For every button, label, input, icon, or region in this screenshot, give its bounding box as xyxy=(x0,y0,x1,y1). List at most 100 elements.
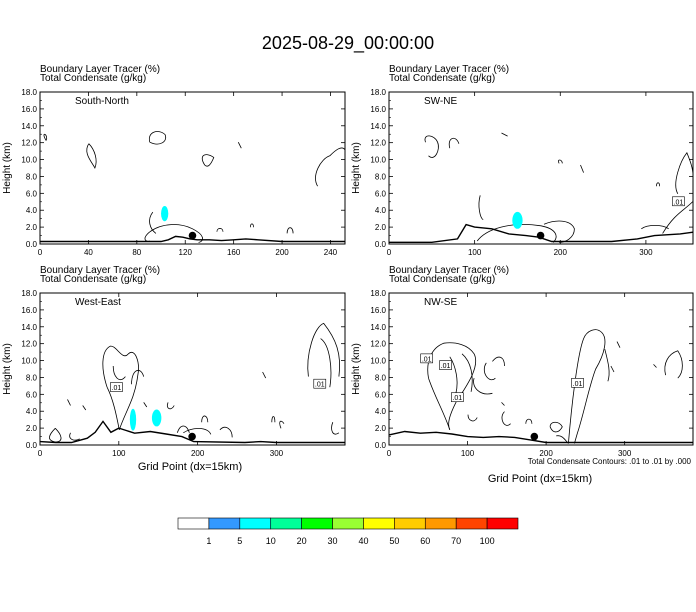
y-tick-label: 14.0 xyxy=(370,323,386,332)
y-tick-label: 2.0 xyxy=(375,223,387,232)
colorbar-swatch xyxy=(239,517,272,530)
colorbar-label: 5 xyxy=(237,536,242,546)
condensate-contour xyxy=(476,224,557,243)
panel-header-line2: Total Condensate (g/kg) xyxy=(40,73,146,84)
y-tick-label: 0.0 xyxy=(26,441,38,450)
condensate-contour xyxy=(216,228,224,232)
condensate-contour xyxy=(641,224,669,230)
condensate-contours xyxy=(427,329,683,444)
x-tick-label: 40 xyxy=(84,248,93,257)
colorbar-swatch xyxy=(363,517,395,530)
x-tick-label: 200 xyxy=(539,449,553,458)
y-tick-label: 8.0 xyxy=(375,373,387,382)
plot-background xyxy=(389,293,693,445)
colorbar-label: 60 xyxy=(420,536,430,546)
contour-label: .01 xyxy=(452,395,462,402)
x-tick-label: 240 xyxy=(324,248,338,257)
x-tick-label: 0 xyxy=(38,449,43,458)
y-tick-label: 0.0 xyxy=(375,441,387,450)
x-tick-label: 200 xyxy=(191,449,205,458)
condensate-contour xyxy=(307,322,341,377)
tracer-blob xyxy=(129,408,137,431)
x-tick-label: 120 xyxy=(179,248,193,257)
condensate-contour xyxy=(461,353,473,392)
xlabel-right: Grid Point (dx=15km) xyxy=(488,473,592,485)
condensate-contour xyxy=(143,402,148,408)
condensate-contour xyxy=(448,137,460,149)
contour-label-box xyxy=(451,392,464,403)
y-tick-label: 10.0 xyxy=(370,357,386,366)
x-tick-label: 160 xyxy=(227,248,241,257)
condensate-contour xyxy=(166,402,175,410)
y-tick-label: 8.0 xyxy=(26,172,38,181)
condensate-contour xyxy=(656,182,660,187)
contour-label-box xyxy=(313,378,327,389)
tracer-blob xyxy=(512,211,523,229)
y-tick-label: 16.0 xyxy=(21,105,37,114)
condensate-contour xyxy=(106,387,120,430)
panels: Boundary Layer Tracer (%)Total Condensat… xyxy=(2,64,694,458)
y-tick-label: 6.0 xyxy=(26,390,38,399)
colorbar-swatch xyxy=(270,517,302,530)
condensate-contour xyxy=(492,356,505,367)
contour-label-box xyxy=(110,382,123,392)
panel-header-line1: Boundary Layer Tracer (%) xyxy=(40,265,160,276)
condensate-contour xyxy=(428,377,451,430)
panel-header-line2: Total Condensate (g/kg) xyxy=(389,73,495,84)
y-tick-label: 0.0 xyxy=(26,240,38,249)
y-tick-label: 16.0 xyxy=(370,105,386,114)
panel-nw-se: Boundary Layer Tracer (%)Total Condensat… xyxy=(351,265,694,458)
y-axis-label: Height (km) xyxy=(351,142,362,194)
condensate-contour xyxy=(483,362,496,380)
condensate-contour xyxy=(148,131,167,145)
colorbar-label: 20 xyxy=(297,536,307,546)
section-title: West-East xyxy=(75,297,121,308)
condensate-contour xyxy=(616,341,621,348)
panel-sw-ne: Boundary Layer Tracer (%)Total Condensat… xyxy=(351,64,694,257)
colorbar-label: 40 xyxy=(358,536,368,546)
y-tick-label: 12.0 xyxy=(21,139,37,148)
condensate-contour xyxy=(86,143,97,169)
condensate-contour xyxy=(568,329,606,444)
contour-label: .01 xyxy=(112,385,122,392)
terrain-line xyxy=(389,223,694,244)
y-tick-label: 4.0 xyxy=(26,206,38,215)
y-tick-label: 6.0 xyxy=(375,390,387,399)
plot-background xyxy=(40,92,345,244)
y-axis-label: Height (km) xyxy=(351,343,362,395)
x-tick-label: 0 xyxy=(387,248,392,257)
y-tick-label: 0.0 xyxy=(375,240,387,249)
y-tick-label: 10.0 xyxy=(21,357,37,366)
tracer-blob xyxy=(161,206,169,222)
plot-background xyxy=(40,293,345,445)
x-tick-label: 300 xyxy=(618,449,632,458)
condensate-contour xyxy=(102,345,139,430)
x-tick-label: 0 xyxy=(387,449,392,458)
section-title: SW-NE xyxy=(424,96,457,107)
condensate-contour xyxy=(149,211,157,234)
condensate-contour xyxy=(478,195,484,221)
x-tick-label: 200 xyxy=(275,248,289,257)
location-marker xyxy=(188,432,196,441)
panel-west-east: Boundary Layer Tracer (%)Total Condensat… xyxy=(2,265,346,458)
condensate-contour xyxy=(427,342,476,430)
condensate-contour xyxy=(501,402,505,406)
condensate-contour xyxy=(662,201,694,234)
colorbar: 1 5 10 20 30 40 50 60 70 100 xyxy=(177,517,519,546)
x-tick-label: 80 xyxy=(132,248,141,257)
y-tick-label: 8.0 xyxy=(375,172,387,181)
colorbar-label: 100 xyxy=(480,536,495,546)
condensate-contour xyxy=(183,428,212,435)
panel-header-line2: Total Condensate (g/kg) xyxy=(40,274,146,285)
location-marker xyxy=(530,432,539,441)
xlabel-left: Grid Point (dx=15km) xyxy=(138,461,242,473)
colorbar-label: 10 xyxy=(266,536,276,546)
colorbar-swatch xyxy=(301,517,333,530)
contour-label-box xyxy=(439,360,452,370)
contour-label-box xyxy=(420,353,434,364)
y-tick-label: 2.0 xyxy=(375,424,387,433)
x-tick-label: 100 xyxy=(461,449,475,458)
y-tick-label: 18.0 xyxy=(370,289,386,298)
colorbar-label: 50 xyxy=(389,536,399,546)
